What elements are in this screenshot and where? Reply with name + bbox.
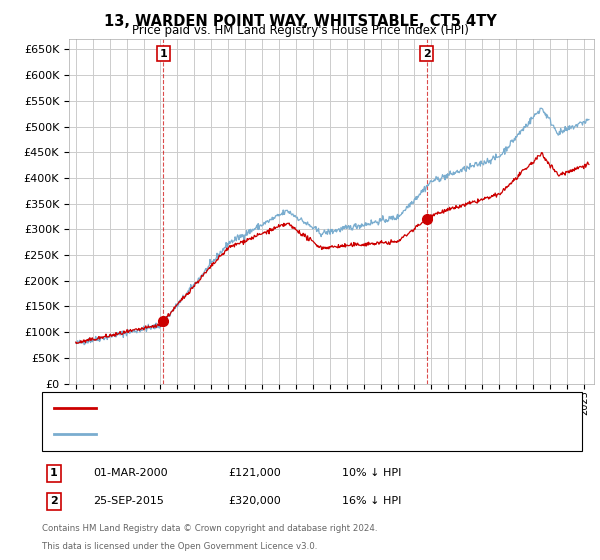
Text: 13, WARDEN POINT WAY, WHITSTABLE, CT5 4TY: 13, WARDEN POINT WAY, WHITSTABLE, CT5 4T… [104,14,496,29]
Text: Contains HM Land Registry data © Crown copyright and database right 2024.: Contains HM Land Registry data © Crown c… [42,524,377,533]
Text: 25-SEP-2015: 25-SEP-2015 [93,496,164,506]
Text: Price paid vs. HM Land Registry's House Price Index (HPI): Price paid vs. HM Land Registry's House … [131,24,469,37]
Text: 13, WARDEN POINT WAY, WHITSTABLE, CT5 4TY (detached house): 13, WARDEN POINT WAY, WHITSTABLE, CT5 4T… [105,403,448,413]
Text: 2: 2 [50,496,58,506]
Text: 2: 2 [423,49,431,59]
Text: 1: 1 [50,468,58,478]
Text: £320,000: £320,000 [228,496,281,506]
Text: 10% ↓ HPI: 10% ↓ HPI [342,468,401,478]
Text: HPI: Average price, detached house, Canterbury: HPI: Average price, detached house, Cant… [105,430,357,440]
Text: 01-MAR-2000: 01-MAR-2000 [93,468,167,478]
Text: This data is licensed under the Open Government Licence v3.0.: This data is licensed under the Open Gov… [42,542,317,551]
Text: £121,000: £121,000 [228,468,281,478]
Text: 1: 1 [160,49,167,59]
Text: 16% ↓ HPI: 16% ↓ HPI [342,496,401,506]
